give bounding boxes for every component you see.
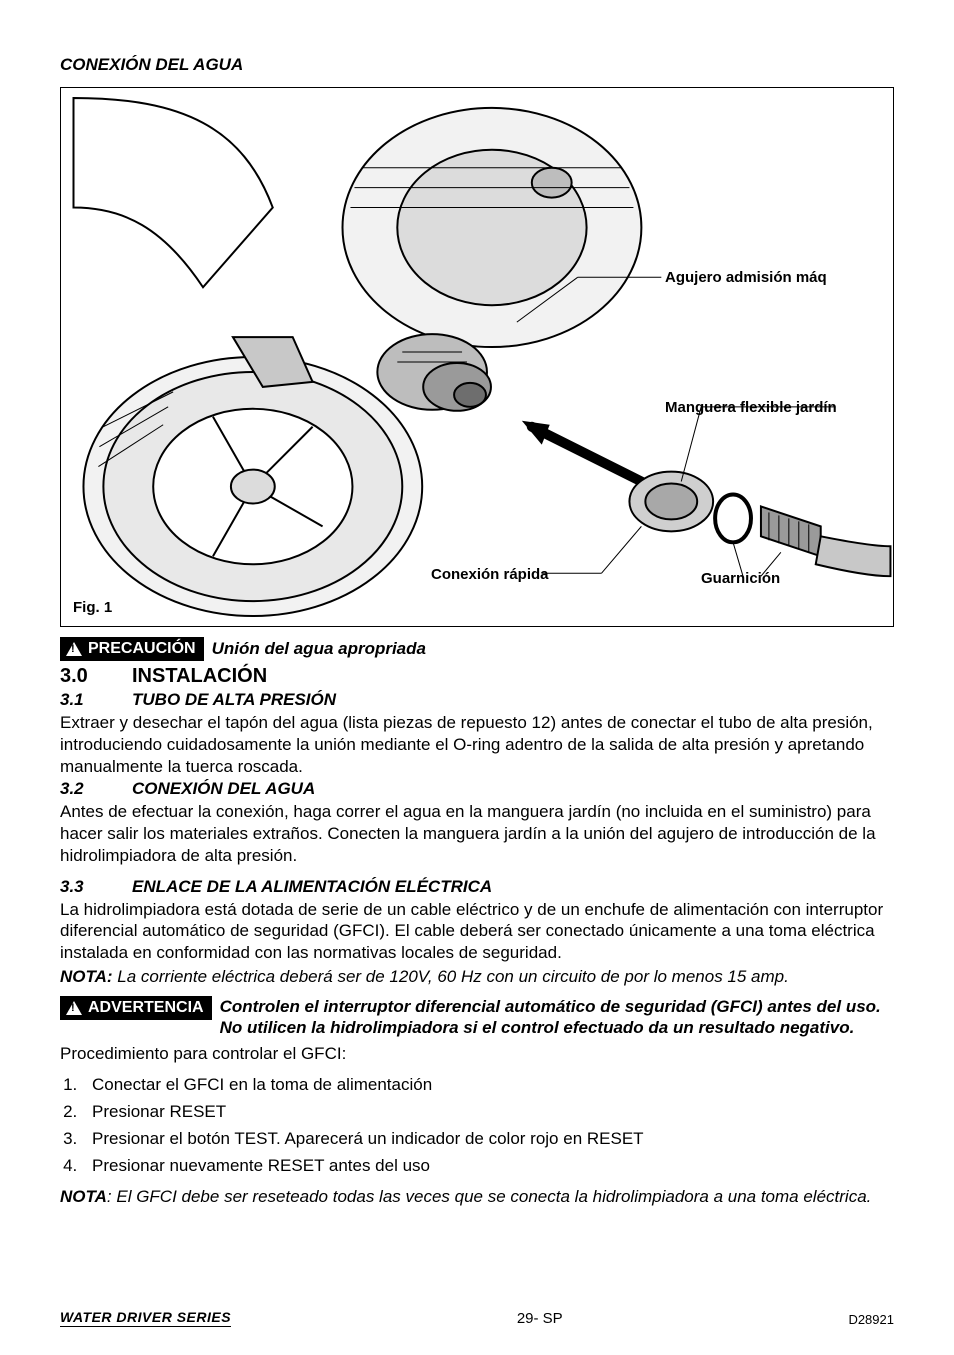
caution-badge: PRECAUCIÓN	[60, 637, 204, 661]
footer-brand: WATER DRIVER SERIES	[60, 1309, 231, 1327]
warning-row: ADVERTENCIA Controlen el interruptor dif…	[60, 996, 894, 1040]
body-3-3: La hidrolimpiadora está dotada de serie …	[60, 899, 894, 964]
page-footer: WATER DRIVER SERIES 29- SP D28921	[60, 1309, 894, 1327]
gfci-note-label: NOTA	[60, 1187, 107, 1206]
footer-doc: D28921	[848, 1312, 894, 1327]
list-item: Presionar RESET	[82, 1098, 894, 1125]
note-label-3-3: NOTA:	[60, 967, 113, 986]
sub-title-3-2: CONEXIÓN DEL AGUA	[132, 779, 315, 799]
gfci-list: Conectar el GFCI en la toma de alimentac…	[82, 1071, 894, 1180]
page-header: CONEXIÓN DEL AGUA	[60, 55, 894, 75]
body-3-2: Antes de efectuar la conexión, haga corr…	[60, 801, 894, 866]
warning-text: Controlen el interruptor diferencial aut…	[220, 997, 881, 1038]
caution-text: Unión del agua apropriada	[212, 639, 426, 659]
list-item: Conectar el GFCI en la toma de alimentac…	[82, 1071, 894, 1098]
warning-badge: ADVERTENCIA	[60, 996, 212, 1020]
note-3-3: NOTA: La corriente eléctrica deberá ser …	[60, 966, 894, 988]
caution-badge-label: PRECAUCIÓN	[88, 640, 196, 658]
body-3-1: Extraer y desechar el tapón del agua (li…	[60, 712, 894, 777]
warning-icon	[66, 642, 82, 656]
diagram-svg	[61, 88, 893, 626]
subsection-3-3: 3.3 ENLACE DE LA ALIMENTACIÓN ELÉCTRICA	[60, 877, 894, 897]
sub-num-3-3: 3.3	[60, 877, 104, 897]
callout-inlet: Agujero admisión máq	[665, 269, 827, 286]
sub-title-3-1: TUBO DE ALTA PRESIÓN	[132, 690, 336, 710]
section-number: 3.0	[60, 665, 104, 688]
gfci-intro: Procedimiento para controlar el GFCI:	[60, 1043, 894, 1065]
sub-num-3-1: 3.1	[60, 690, 104, 710]
callout-gasket: Guarnición	[701, 570, 780, 587]
list-item: Presionar nuevamente RESET antes del uso	[82, 1152, 894, 1179]
warning-badge-label: ADVERTENCIA	[88, 999, 204, 1017]
caution-row: PRECAUCIÓN Unión del agua apropriada	[60, 637, 894, 661]
gfci-note: NOTA: El GFCI debe ser reseteado todas l…	[60, 1186, 894, 1208]
section-heading: 3.0 INSTALACIÓN	[60, 665, 894, 688]
gfci-note-text: : El GFCI debe ser reseteado todas las v…	[107, 1187, 871, 1206]
note-text-3-3: La corriente eléctrica deberá ser de 120…	[113, 967, 789, 986]
footer-page: 29- SP	[517, 1310, 563, 1327]
section-title: INSTALACIÓN	[132, 665, 267, 688]
figure-1: Agujero admisión máq Manguera flexible j…	[60, 87, 894, 627]
subsection-3-1: 3.1 TUBO DE ALTA PRESIÓN	[60, 690, 894, 710]
list-item: Presionar el botón TEST. Aparecerá un in…	[82, 1125, 894, 1152]
figure-label: Fig. 1	[73, 599, 112, 616]
subsection-3-2: 3.2 CONEXIÓN DEL AGUA	[60, 779, 894, 799]
callout-hose: Manguera flexible jardín	[665, 399, 837, 416]
callout-quick: Conexión rápida	[431, 566, 549, 583]
sub-title-3-3: ENLACE DE LA ALIMENTACIÓN ELÉCTRICA	[132, 877, 492, 897]
warning-icon	[66, 1001, 82, 1015]
sub-num-3-2: 3.2	[60, 779, 104, 799]
